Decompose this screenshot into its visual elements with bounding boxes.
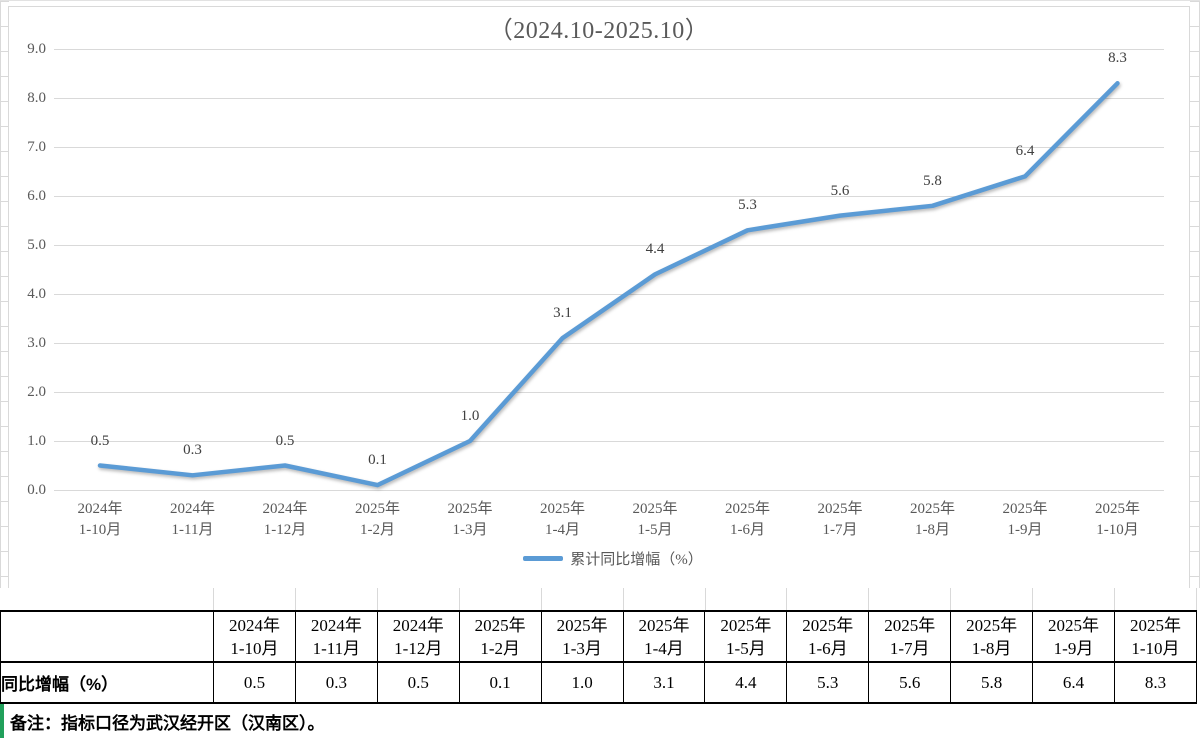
- x-axis-category-label: 2025年 1-5月: [632, 501, 678, 538]
- table-value-cell[interactable]: 0.3: [294, 661, 378, 704]
- y-axis-tick-label: 1.0: [27, 433, 46, 449]
- table-header-row: 2024年 1-10月 2024年 1-11月 2024年 1-12月 2025年 1…: [0, 610, 1198, 663]
- data-point-label: 0.5: [275, 432, 295, 449]
- data-point-label: 1.0: [460, 408, 480, 424]
- y-axis-tick-label: 0.0: [27, 482, 46, 498]
- data-point-label: 4.4: [645, 241, 665, 258]
- table-header-cell[interactable]: 2025年 1-10月: [1113, 610, 1198, 663]
- data-point-label: 8.3: [1108, 50, 1127, 67]
- spreadsheet-row-gridlines-right: [1190, 1, 1200, 589]
- gridline-stub: [540, 588, 542, 610]
- gridline-stub: [950, 588, 952, 610]
- data-point-label: 0.5: [90, 432, 110, 449]
- spreadsheet-row-gridlines-left: [0, 1, 9, 589]
- footnote-text: 备注：指标口径为武汉经开区（汉南区）。: [10, 713, 325, 733]
- gridline-stub: [294, 588, 296, 610]
- x-axis-category-label: 2025年 1-10月: [1094, 501, 1140, 538]
- table-row-label[interactable]: 同比增幅（%）: [0, 661, 214, 704]
- table-header-cell[interactable]: 2025年 1-6月: [786, 610, 870, 663]
- table-value-cell[interactable]: 0.1: [458, 661, 542, 704]
- data-point-label: 5.8: [923, 172, 942, 189]
- gridline-stub: [1032, 588, 1034, 610]
- chart-canvas[interactable]: （2024.10-2025.10） 9.0 8.0 7.0 6.0 5.0 4.0 3.0 2…: [8, 6, 1190, 589]
- table-header-cell[interactable]: 2025年 1-8月: [950, 610, 1034, 663]
- y-axis-tick-label: 6.0: [27, 188, 46, 204]
- table-value-cell[interactable]: 5.3: [786, 661, 870, 704]
- line-series-svg: [97, 81, 1120, 488]
- x-axis-category-label: 2024年 1-11月: [169, 501, 215, 538]
- table-value-cell[interactable]: 6.4: [1032, 661, 1115, 704]
- table-header-cell[interactable]: 2025年 1-9月: [1032, 610, 1115, 663]
- spreadsheet-column-gridlines: [0, 588, 1200, 610]
- plot-area[interactable]: 9.0 8.0 7.0 6.0 5.0 4.0 3.0 2.0 1.0 0.0 0.5 2024年 1…: [27, 41, 1164, 538]
- y-axis-tick-label: 4.0: [27, 286, 46, 302]
- x-axis-category-label: 2025年 1-3月: [447, 501, 493, 538]
- data-table: 2024年 1-10月 2024年 1-11月 2024年 1-12月 2025年 1…: [0, 610, 1198, 704]
- table-value-cell[interactable]: 0.5: [213, 661, 296, 704]
- table-header-cell[interactable]: 2025年 1-3月: [540, 610, 624, 663]
- gridline-stub: [704, 588, 706, 610]
- footnote-row: 备注：指标口径为武汉经开区（汉南区）。: [0, 704, 1200, 738]
- y-axis-tick-label: 8.0: [27, 90, 46, 106]
- table-header-cell[interactable]: 2025年 1-4月: [622, 610, 706, 663]
- gridline-stub: [458, 588, 460, 610]
- table-value-cell[interactable]: 1.0: [540, 661, 624, 704]
- x-axis-category-label: 2024年 1-12月: [262, 501, 308, 538]
- table-value-cell[interactable]: 3.1: [622, 661, 706, 704]
- x-axis-category-label: 2025年 1-8月: [909, 501, 955, 538]
- data-point-label: 5.3: [738, 197, 757, 214]
- gridline-stub: [376, 588, 378, 610]
- table-value-cell[interactable]: 5.6: [868, 661, 952, 704]
- gridline-stub: [1196, 588, 1197, 610]
- data-point-label: 6.4: [1015, 143, 1035, 160]
- x-axis-category-label: 2024年 1-10月: [77, 501, 123, 538]
- data-point-label: 5.6: [830, 182, 850, 199]
- table-header-cell[interactable]: 2024年 1-10月: [213, 610, 296, 663]
- chart-title[interactable]: （2024.10-2025.10）: [488, 18, 710, 44]
- table-header-cell[interactable]: 2024年 1-12月: [376, 610, 460, 663]
- table-header-cell[interactable]: 2024年 1-11月: [294, 610, 378, 663]
- gridline-stub: [622, 588, 624, 610]
- table-header-cell[interactable]: 2025年 1-7月: [868, 610, 952, 663]
- table-header-cell[interactable]: 2025年 1-5月: [704, 610, 788, 663]
- data-point-label: 0.3: [183, 442, 202, 459]
- legend-label: 累计同比增幅（%）: [570, 552, 703, 568]
- gridline-stub: [786, 588, 788, 610]
- y-axis-tick-label: 9.0: [27, 41, 46, 57]
- table-header-cell[interactable]: 2025年 1-2月: [458, 610, 542, 663]
- selection-bar: [0, 704, 4, 738]
- chart-object[interactable]: （2024.10-2025.10） 9.0 8.0 7.0 6.0 5.0 4.0 3.0 2…: [0, 0, 1200, 589]
- table-value-cell[interactable]: 5.8: [950, 661, 1034, 704]
- x-axis-category-label: 2025年 1-7月: [817, 501, 863, 538]
- data-point-label: 0.1: [368, 452, 387, 469]
- y-axis-tick-label: 2.0: [27, 384, 46, 400]
- y-axis-tick-label: 7.0: [27, 139, 46, 155]
- table-value-row: 同比增幅（%） 0.5 0.3 0.5 0.1 1.0 3.1 4.4 5.3 5.6 5.8 6.4…: [0, 661, 1198, 704]
- x-axis-category-label: 2025年 1-2月: [354, 501, 400, 538]
- table-header-empty-cell[interactable]: [0, 610, 214, 663]
- gridline-stub: [868, 588, 870, 610]
- y-axis-tick-label: 5.0: [27, 237, 46, 253]
- chart-legend[interactable]: 累计同比增幅（%）: [23, 548, 1200, 569]
- line-series: [97, 81, 1120, 488]
- table-value-cell[interactable]: 4.4: [704, 661, 788, 704]
- gridline-stub: [213, 588, 214, 610]
- legend-line-swatch: [523, 556, 564, 561]
- data-point-label: 3.1: [553, 305, 572, 322]
- table-value-cell[interactable]: 8.3: [1113, 661, 1198, 704]
- gridline-stub: [1114, 588, 1116, 610]
- x-axis-category-label: 2025年 1-9月: [1002, 501, 1048, 538]
- x-axis-category-label: 2025年 1-6月: [724, 501, 770, 538]
- table-value-cell[interactable]: 0.5: [376, 661, 460, 704]
- x-axis-category-label: 2025年 1-4月: [539, 501, 585, 538]
- y-axis-tick-label: 3.0: [27, 335, 46, 351]
